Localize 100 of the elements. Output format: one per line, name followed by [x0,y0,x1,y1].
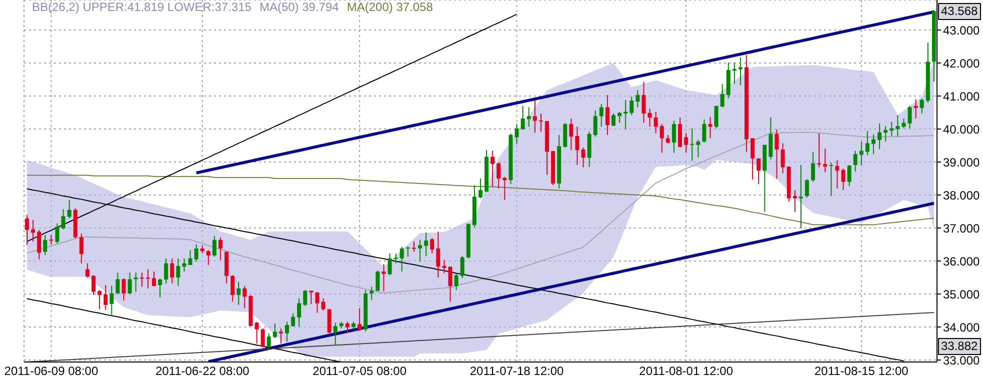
candlestick [756,158,761,185]
candlestick [780,142,785,174]
y-tick-label: 36.000 [943,254,980,268]
candlestick [236,281,241,306]
candlestick [823,148,828,173]
candlestick [327,308,332,334]
candlestick [104,284,108,310]
candlestick [291,312,296,328]
candlestick [611,113,616,127]
candlestick [720,84,724,108]
candlestick [448,266,452,302]
candlestick [266,332,271,349]
candlestick [908,105,912,129]
candlestick [25,214,29,246]
candlestick [382,263,386,292]
candlestick [182,258,186,272]
candlestick [424,232,428,257]
candlestick [436,231,440,278]
candlestick [376,270,380,292]
x-tick-label: 2011-08-01 12:00 [639,364,734,378]
candlestick [841,168,846,191]
x-tick-label: 2011-06-09 08:00 [4,364,98,378]
candlestick [152,271,156,287]
candlestick [654,111,658,134]
candlestick [538,113,543,132]
candlestick [430,238,434,254]
candlestick [642,81,646,124]
candlestick [835,160,840,189]
candlestick [750,138,755,180]
candlestick [388,252,392,276]
candlestick [230,274,235,302]
candlestick [49,234,54,246]
candlestick [599,103,604,128]
y-tick-label: 41.000 [943,89,980,104]
candlestick [684,132,688,154]
candlestick [581,147,586,168]
x-tick-label: 2011-08-15 12:00 [814,364,909,378]
candlestick [116,272,120,295]
candlestick [792,190,797,212]
candlestick [871,134,876,155]
candlestick [732,62,736,84]
candlestick [630,96,634,116]
candlestick [865,130,870,156]
candlestick [345,321,350,334]
text: 33.882 [938,338,981,355]
candlestick [920,98,924,114]
candlestick [321,298,326,312]
candlestick [520,105,525,131]
candlestick [242,286,247,309]
candlestick [176,258,180,287]
y-tick-label: 42.000 [943,56,980,70]
candlestick [514,124,519,144]
line-series [26,174,934,226]
candlestick [811,151,816,182]
candlestick [690,128,694,162]
annotation: 43.568 [938,3,981,20]
candlestick [43,234,48,256]
candlestick [194,244,198,262]
candlestick [122,278,126,302]
candlestick [412,241,416,252]
candlestick [278,328,283,344]
y-tick-label: 43.000 [943,23,980,38]
candlestick [218,236,222,261]
y-tick-label: 33.000 [943,353,980,368]
candlestick [896,114,900,138]
candlestick [660,124,664,154]
candlestick [829,162,834,197]
candlestick [774,128,779,180]
x-tick-label: 2011-07-05 08:00 [312,364,407,378]
candlestick [110,285,114,316]
candlestick [67,199,72,219]
candlestick [303,290,308,306]
candlestick [853,150,858,172]
candlestick [370,286,374,300]
candlestick [31,220,36,242]
candlestick [406,246,410,258]
candlestick [442,260,446,274]
candlestick [636,90,640,108]
y-tick-label: 40.000 [943,122,980,136]
candlestick [212,235,216,258]
candlestick [418,239,422,262]
annotation: MA(50) 39.794 [259,0,339,14]
candlestick [678,116,682,148]
candlestick [309,290,314,304]
candlestick [563,122,568,148]
candlestick [696,139,700,158]
candlestick [672,120,676,154]
candlestick [272,322,277,339]
y-tick-label: 38.000 [943,188,980,202]
candlestick [164,258,168,284]
candlestick [798,164,803,229]
candlestick [859,141,864,166]
candlestick [85,262,90,278]
candlestick [714,105,718,129]
candlestick [98,290,102,310]
candlestick [61,208,66,230]
y-tick-label: 35.000 [943,287,980,302]
candlestick [140,272,144,288]
candlestick [618,111,622,124]
annotation: MA(200) 37.058 [346,0,433,14]
